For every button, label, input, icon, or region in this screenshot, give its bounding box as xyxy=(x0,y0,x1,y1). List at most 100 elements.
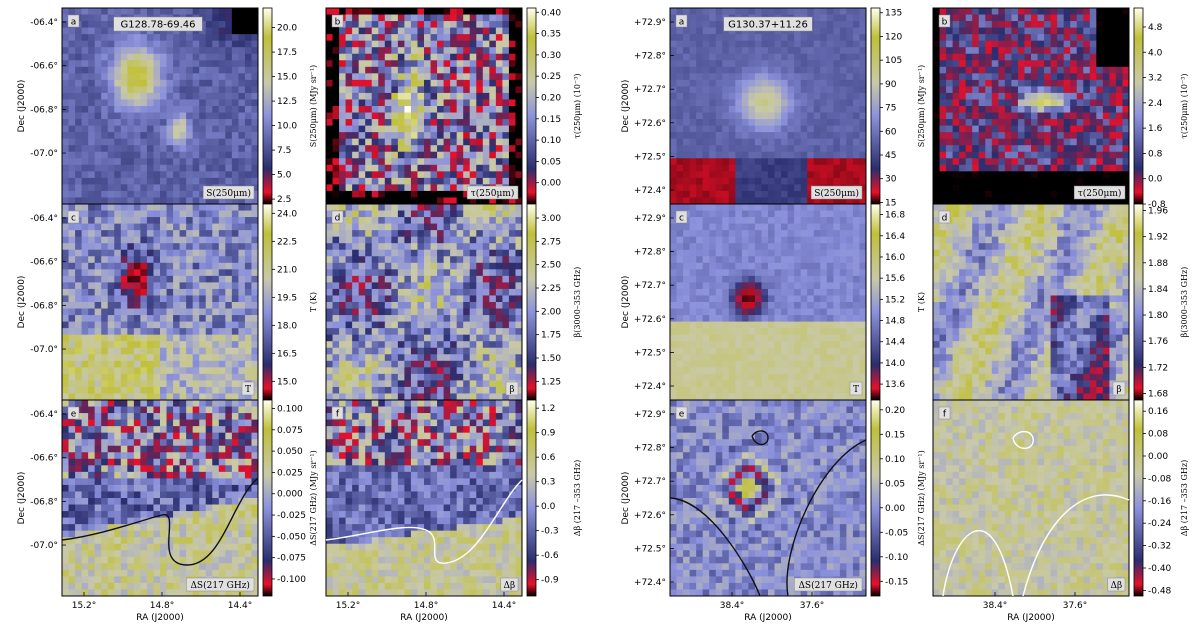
heatmap-cell xyxy=(88,8,96,16)
heatmap-cell xyxy=(244,452,252,460)
heatmap-cell xyxy=(244,177,252,185)
heatmap-cell xyxy=(332,66,340,74)
heatmap-cell xyxy=(62,132,70,140)
heatmap-cell xyxy=(192,491,200,499)
heatmap-cell xyxy=(345,106,353,114)
heatmap-cell xyxy=(146,530,154,538)
heatmap-cell xyxy=(107,426,115,434)
heatmap-cell xyxy=(62,60,70,68)
heatmap-cell xyxy=(489,288,497,296)
heatmap-cell xyxy=(218,40,226,48)
heatmap-cell xyxy=(424,373,432,381)
heatmap-cell xyxy=(251,34,259,42)
heatmap-cell xyxy=(133,341,141,349)
heatmap-cell xyxy=(244,288,252,296)
heatmap-cell xyxy=(430,53,438,61)
heatmap-cell xyxy=(114,367,122,375)
heatmap-cell xyxy=(437,21,445,29)
heatmap-cell xyxy=(120,360,128,368)
heatmap-cell xyxy=(199,511,207,519)
heatmap-cell xyxy=(88,158,96,166)
heatmap-cell xyxy=(62,315,70,323)
heatmap-cell xyxy=(127,426,135,434)
heatmap-cell xyxy=(365,413,373,421)
heatmap-cell xyxy=(476,445,484,453)
heatmap-cell xyxy=(397,360,405,368)
heatmap-cell xyxy=(107,478,115,486)
heatmap-cell xyxy=(101,302,109,310)
heatmap-cell xyxy=(443,53,451,61)
heatmap-cell xyxy=(371,119,379,127)
heatmap-cell xyxy=(166,204,174,212)
heatmap-cell xyxy=(173,367,181,375)
heatmap-cell xyxy=(153,112,161,120)
heatmap-cell xyxy=(225,106,233,114)
heatmap-cell xyxy=(450,164,458,172)
heatmap-cell xyxy=(463,308,471,316)
heatmap-cell xyxy=(212,328,220,336)
heatmap-cell xyxy=(120,517,128,525)
heatmap-cell xyxy=(410,99,418,107)
heatmap-cell xyxy=(417,452,425,460)
heatmap-cell xyxy=(391,295,399,303)
heatmap-cell xyxy=(352,400,360,408)
heatmap-cell xyxy=(166,79,174,87)
heatmap-cell xyxy=(127,367,135,375)
heatmap-cell xyxy=(515,217,523,225)
heatmap-cell xyxy=(482,465,490,473)
heatmap-cell xyxy=(179,73,187,81)
heatmap-cell xyxy=(482,321,490,329)
heatmap-cell xyxy=(469,334,477,342)
heatmap-cell xyxy=(179,452,187,460)
heatmap-cell xyxy=(231,478,239,486)
heatmap-cell xyxy=(251,184,259,192)
heatmap-cell xyxy=(120,400,128,408)
heatmap-cells xyxy=(62,8,259,205)
heatmap-cell xyxy=(378,21,386,29)
heatmap-cell xyxy=(251,145,259,153)
heatmap-cell xyxy=(173,491,181,499)
heatmap-cell xyxy=(251,465,259,473)
heatmap-cell xyxy=(101,92,109,100)
heatmap-cell xyxy=(94,106,102,114)
heatmap-cell xyxy=(495,79,503,87)
heatmap-cell xyxy=(62,452,70,460)
heatmap-cell xyxy=(404,125,412,133)
heatmap-cell xyxy=(365,334,373,342)
heatmap-cell xyxy=(140,119,148,127)
heatmap-cell xyxy=(114,204,122,212)
heatmap-cell xyxy=(404,380,412,388)
heatmap-cell xyxy=(326,471,334,479)
heatmap-cell xyxy=(68,426,76,434)
heatmap-cell xyxy=(166,132,174,140)
heatmap-cell xyxy=(251,386,259,394)
heatmap-cell xyxy=(371,125,379,133)
heatmap-cell xyxy=(450,8,458,16)
heatmap-cell xyxy=(244,321,252,329)
heatmap-cell xyxy=(391,360,399,368)
heatmap-cell xyxy=(225,230,233,238)
heatmap-cell xyxy=(133,73,141,81)
heatmap-cell xyxy=(417,190,425,198)
panel-1-d: dβ3.002.752.502.252.001.751.501.25β(3000… xyxy=(325,203,582,401)
heatmap-cell xyxy=(140,171,148,179)
heatmap-cell xyxy=(463,380,471,388)
heatmap-cell xyxy=(153,217,161,225)
heatmap-cell xyxy=(443,8,451,16)
heatmap-cell xyxy=(205,589,213,597)
heatmap-cell xyxy=(251,204,259,212)
heatmap-cell xyxy=(107,204,115,212)
heatmap-cell xyxy=(133,471,141,479)
heatmap-cell xyxy=(443,132,451,140)
heatmap-cell xyxy=(101,60,109,68)
heatmap-cell xyxy=(192,158,200,166)
heatmap-cell xyxy=(450,288,458,296)
heatmap-cell xyxy=(120,432,128,440)
heatmap-cell xyxy=(332,8,340,16)
heatmap-cell xyxy=(199,517,207,525)
heatmap-cell xyxy=(231,99,239,107)
heatmap-cell xyxy=(179,537,187,545)
heatmap-cell xyxy=(417,171,425,179)
heatmap-cell xyxy=(244,400,252,408)
heatmap-cell xyxy=(332,295,340,303)
